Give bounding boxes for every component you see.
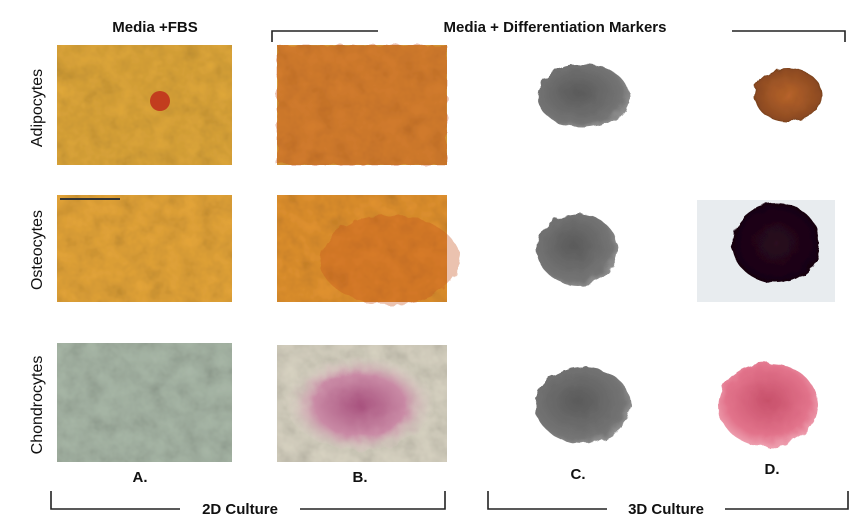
- micrograph: [277, 345, 447, 462]
- micrograph: [277, 45, 447, 165]
- stain: [320, 215, 460, 305]
- bracket-gap: [180, 499, 300, 521]
- column-letter: B.: [353, 469, 368, 486]
- column-letter: A.: [133, 469, 148, 486]
- spheroid: [535, 367, 631, 443]
- spheroid: [537, 213, 617, 285]
- image: [57, 45, 232, 165]
- row-label: Osteocytes: [29, 210, 46, 290]
- micrograph: [697, 200, 835, 302]
- stain: [285, 350, 435, 450]
- column-header: Media +FBS: [112, 19, 197, 36]
- micrograph: [57, 45, 232, 165]
- column-letter: D.: [765, 461, 780, 478]
- footer-label: 2D Culture: [202, 501, 278, 518]
- image: [57, 195, 232, 302]
- spheroid: [754, 68, 822, 122]
- lipid-droplet: [150, 91, 170, 111]
- row-label: Chondrocytes: [29, 356, 46, 455]
- micrograph: [277, 195, 460, 305]
- spheroid: [732, 203, 820, 283]
- bracket-gap: [378, 18, 732, 40]
- micrograph: [57, 195, 232, 302]
- column-letter: C.: [571, 466, 586, 483]
- footer-label: 3D Culture: [628, 501, 704, 518]
- bracket-gap: [607, 499, 725, 521]
- spheroid: [537, 64, 629, 128]
- spheroid: [718, 363, 818, 447]
- row-label: Adipocytes: [29, 69, 46, 147]
- micrograph: [57, 343, 232, 462]
- stain: [277, 45, 447, 165]
- column-header: Media + Differentiation Markers: [444, 19, 667, 36]
